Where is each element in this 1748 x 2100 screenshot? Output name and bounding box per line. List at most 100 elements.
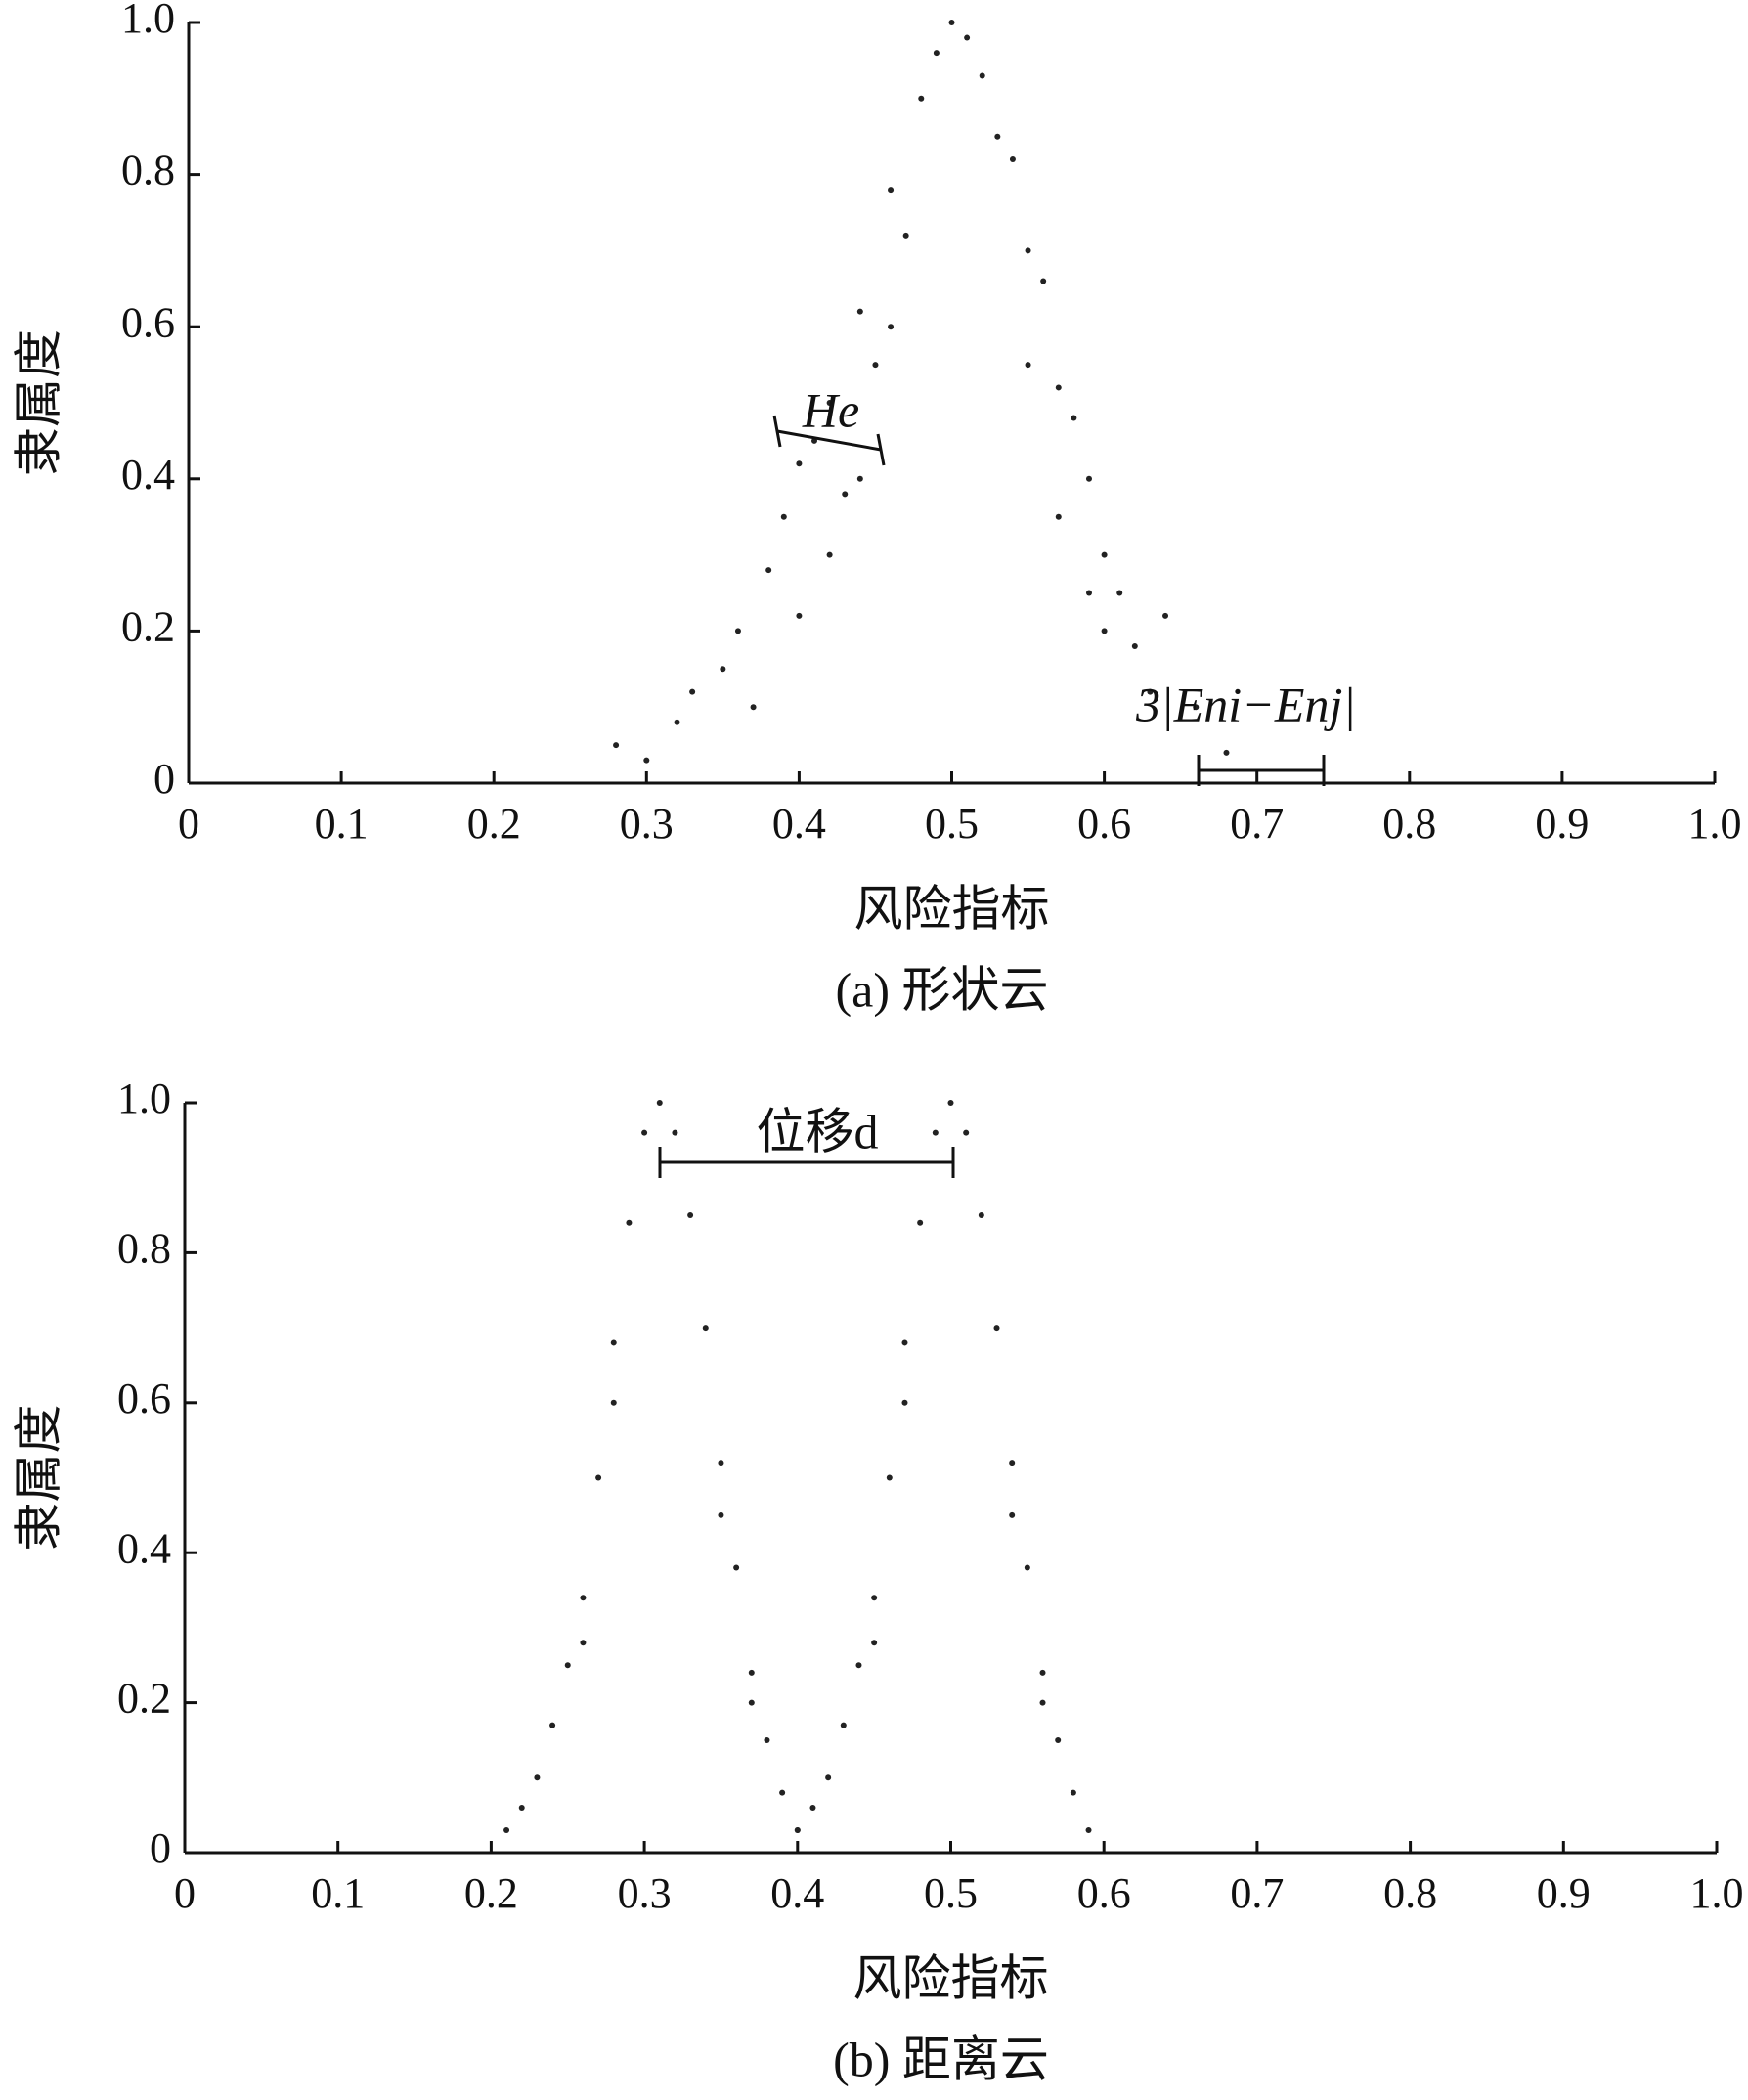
point: [1131, 642, 1138, 649]
point: [1024, 1564, 1030, 1571]
annotation: 3|Eni−Enj|: [1135, 677, 1356, 731]
point: [978, 1212, 984, 1219]
x-tick-label: 0.6: [1077, 800, 1131, 848]
point: [1040, 278, 1047, 284]
point: [1055, 513, 1062, 520]
y-axis-label: 隶属度: [11, 1405, 66, 1552]
x-tick-label: 0: [178, 800, 199, 848]
x-tick-label: 0.1: [311, 1869, 365, 1917]
point: [993, 1325, 1000, 1332]
point: [825, 1774, 832, 1781]
x-tick-label: 0: [174, 1869, 196, 1917]
point: [765, 567, 772, 574]
point: [855, 1662, 862, 1669]
point: [1070, 1789, 1076, 1796]
x-tick-label: 0.2: [464, 1869, 518, 1917]
point: [534, 1774, 541, 1781]
point: [1039, 1669, 1046, 1676]
y-tick-label: 0: [150, 1824, 171, 1872]
point: [796, 460, 803, 467]
x-tick-label: 0.4: [772, 800, 826, 848]
point: [734, 628, 741, 634]
x-tick-label: 0.7: [1230, 1869, 1284, 1917]
point: [888, 324, 895, 330]
point: [672, 1129, 678, 1136]
point: [888, 187, 895, 194]
point: [610, 1339, 617, 1346]
point: [932, 1129, 939, 1136]
point: [610, 1399, 617, 1406]
point: [518, 1804, 525, 1811]
point: [856, 475, 863, 482]
point: [718, 1511, 724, 1518]
point: [689, 688, 696, 695]
y-tick-label: 0.8: [117, 1224, 171, 1272]
point: [917, 1219, 924, 1226]
point: [641, 1129, 648, 1136]
point: [901, 1399, 908, 1406]
point: [901, 1339, 908, 1346]
x-tick-label: 0.2: [467, 800, 521, 848]
point: [794, 1826, 801, 1833]
point: [748, 1669, 755, 1676]
point: [842, 491, 849, 498]
point: [748, 1699, 755, 1706]
point: [720, 666, 726, 673]
point: [826, 400, 833, 406]
point: [856, 308, 863, 315]
point: [1055, 1736, 1062, 1743]
point: [1009, 1460, 1016, 1466]
point: [1193, 704, 1200, 711]
x-tick-label: 0.5: [925, 800, 979, 848]
point: [840, 1722, 847, 1728]
point: [1147, 688, 1154, 695]
y-tick-label: 0: [153, 755, 175, 803]
point: [733, 1564, 740, 1571]
x-tick-label: 0.9: [1535, 800, 1589, 848]
y-tick-label: 0.4: [117, 1524, 171, 1572]
x-tick-label: 0.8: [1382, 800, 1436, 848]
point: [1071, 415, 1077, 421]
point: [826, 551, 833, 558]
x-tick-label: 1.0: [1688, 800, 1742, 848]
y-tick-label: 1.0: [117, 1074, 171, 1122]
point: [1101, 551, 1108, 558]
y-tick-label: 0.6: [121, 298, 175, 346]
point: [886, 1474, 893, 1481]
annotation: 位移d: [757, 1104, 879, 1159]
y-tick-label: 1.0: [121, 0, 175, 42]
point: [933, 50, 940, 57]
point: [702, 1325, 709, 1332]
point: [1101, 628, 1108, 634]
y-axis-label: 隶属度: [11, 329, 66, 476]
point: [1055, 384, 1062, 391]
x-tick-label: 0.3: [620, 800, 674, 848]
point: [871, 1595, 878, 1601]
x-tick-label: 0.1: [315, 800, 369, 848]
point: [1039, 1699, 1046, 1706]
x-tick-label: 0.8: [1383, 1869, 1437, 1917]
point: [656, 1100, 663, 1106]
point: [580, 1640, 587, 1646]
point: [948, 20, 955, 25]
annotation-bracket: [776, 429, 882, 452]
x-tick-label: 0.7: [1230, 800, 1284, 848]
point: [780, 513, 787, 520]
point: [918, 95, 925, 102]
point: [779, 1789, 786, 1796]
y-tick-label: 0.2: [121, 602, 175, 650]
x-axis-label: 风险指标: [854, 881, 1050, 936]
point: [750, 704, 757, 711]
point: [595, 1474, 602, 1481]
point: [1085, 1826, 1092, 1833]
point: [963, 1129, 970, 1136]
bracket-cap: [876, 433, 886, 466]
point: [718, 1460, 724, 1466]
point: [809, 1804, 816, 1811]
x-tick-label: 0.6: [1077, 1869, 1131, 1917]
point: [564, 1662, 571, 1669]
point: [1085, 590, 1092, 596]
bracket-cap: [772, 415, 782, 448]
point: [643, 757, 650, 764]
